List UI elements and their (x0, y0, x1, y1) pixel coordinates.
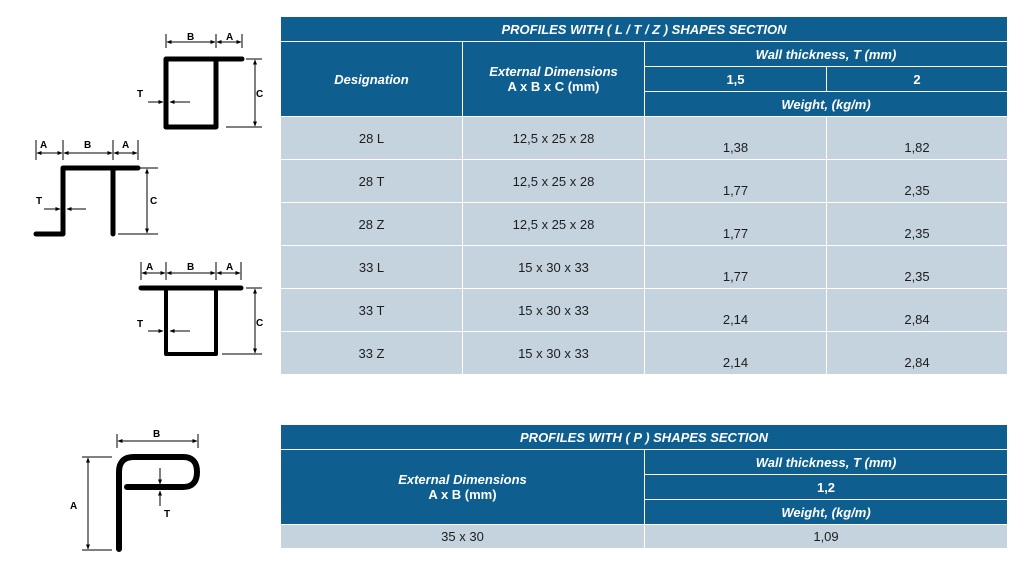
dims-cell: 15 x 30 x 33 (462, 331, 645, 375)
designation-cell: 28 Z (280, 202, 463, 246)
dims-cell: 12,5 x 25 x 28 (462, 202, 645, 246)
t-dim-a-right-label: A (226, 262, 233, 273)
col-header-wall-thickness: Wall thickness, T (mm) (644, 41, 1008, 67)
p-dim-a-label: A (70, 501, 77, 512)
weight-cell: 2,14 (644, 288, 827, 332)
col-header-external-dims-line1: External Dimensions (489, 64, 618, 79)
dims-cell: 12,5 x 25 x 28 (462, 159, 645, 203)
z-dim-a-right-label: A (122, 140, 129, 151)
weight-cell: 2,84 (826, 331, 1008, 375)
col-header-weight: Weight, (kg/m) (644, 91, 1008, 117)
p-col-header-wall-thickness: Wall thickness, T (mm) (643, 449, 1009, 475)
z-dim-c-label: C (150, 196, 157, 207)
col-header-external-dims: External Dimensions A x B x C (mm) (462, 41, 645, 117)
table-row: 33 Z 15 x 30 x 33 2,14 2,84 (280, 331, 1008, 375)
table-row: 33 T 15 x 30 x 33 2,14 2,84 (280, 288, 1008, 332)
p-dim-t-label: T (164, 509, 170, 520)
p-col-header-external-dims: External Dimensions A x B (mm) (280, 449, 645, 525)
lzt-table-title: PROFILES WITH ( L / T / Z ) SHAPES SECTI… (280, 16, 1008, 42)
weight-cell: 1,77 (644, 245, 827, 289)
p-col-header-thickness-1-2: 1,2 (643, 474, 1009, 500)
table-row: 28 T 12,5 x 25 x 28 1,77 2,35 (280, 159, 1008, 203)
profile-drawings: B A C T A B A C T (0, 0, 270, 570)
table-row: 28 Z 12,5 x 25 x 28 1,77 2,35 (280, 202, 1008, 246)
weight-cell: 1,38 (644, 116, 827, 160)
l-dim-b-label: B (187, 32, 194, 43)
l-profile-drawing: B A C T (137, 32, 263, 130)
z-dim-t-label: T (36, 196, 42, 207)
weight-cell: 2,35 (826, 159, 1008, 203)
designation-cell: 33 Z (280, 331, 463, 375)
col-header-thickness-1-5: 1,5 (644, 66, 827, 92)
t-dim-b-label: B (187, 262, 194, 273)
z-dim-b-label: B (84, 140, 91, 151)
t-dim-a-left-label: A (146, 262, 153, 273)
designation-cell: 33 T (280, 288, 463, 332)
t-dim-c-label: C (256, 318, 263, 329)
weight-cell: 2,35 (826, 245, 1008, 289)
table-row: 28 L 12,5 x 25 x 28 1,38 1,82 (280, 116, 1008, 160)
t-profile-drawing: A B A C T (137, 262, 263, 356)
z-profile-drawing: A B A C T (33, 140, 158, 237)
col-header-external-dims-line2: A x B x C (mm) (507, 79, 600, 94)
col-header-designation: Designation (280, 41, 463, 117)
profile-drawings-svg: B A C T A B A C T (33, 32, 263, 552)
p-profiles-table: PROFILES WITH ( P ) SHAPES SECTION Exter… (279, 424, 1009, 549)
weight-cell: 1,82 (826, 116, 1008, 160)
dims-cell: 12,5 x 25 x 28 (462, 116, 645, 160)
l-dim-c-label: C (256, 89, 263, 100)
table-row: 35 x 30 1,09 (280, 524, 1009, 549)
table-row: 33 L 15 x 30 x 33 1,77 2,35 (280, 245, 1008, 289)
p-col-header-weight: Weight, (kg/m) (643, 499, 1009, 525)
z-dim-a-left-label: A (40, 140, 47, 151)
dims-cell: 15 x 30 x 33 (462, 245, 645, 289)
designation-cell: 28 T (280, 159, 463, 203)
p-col-header-external-dims-line1: External Dimensions (398, 472, 527, 487)
p-dim-b-label: B (153, 429, 160, 440)
weight-cell: 2,35 (826, 202, 1008, 246)
t-dim-t-label: T (137, 319, 143, 330)
weight-cell: 1,77 (644, 202, 827, 246)
dims-cell: 35 x 30 (280, 524, 645, 549)
weight-cell: 2,14 (644, 331, 827, 375)
l-dim-a-label: A (226, 32, 233, 43)
lzt-profiles-table: PROFILES WITH ( L / T / Z ) SHAPES SECTI… (280, 16, 1008, 375)
weight-cell: 2,84 (826, 288, 1008, 332)
p-profile-drawing: B A T (70, 429, 200, 552)
col-header-thickness-2: 2 (826, 66, 1008, 92)
designation-cell: 33 L (280, 245, 463, 289)
dims-cell: 15 x 30 x 33 (462, 288, 645, 332)
p-col-header-external-dims-line2: A x B (mm) (428, 487, 497, 502)
weight-cell: 1,09 (643, 524, 1009, 549)
p-table-title: PROFILES WITH ( P ) SHAPES SECTION (279, 424, 1009, 450)
designation-cell: 28 L (280, 116, 463, 160)
weight-cell: 1,77 (644, 159, 827, 203)
l-dim-t-label: T (137, 89, 143, 100)
